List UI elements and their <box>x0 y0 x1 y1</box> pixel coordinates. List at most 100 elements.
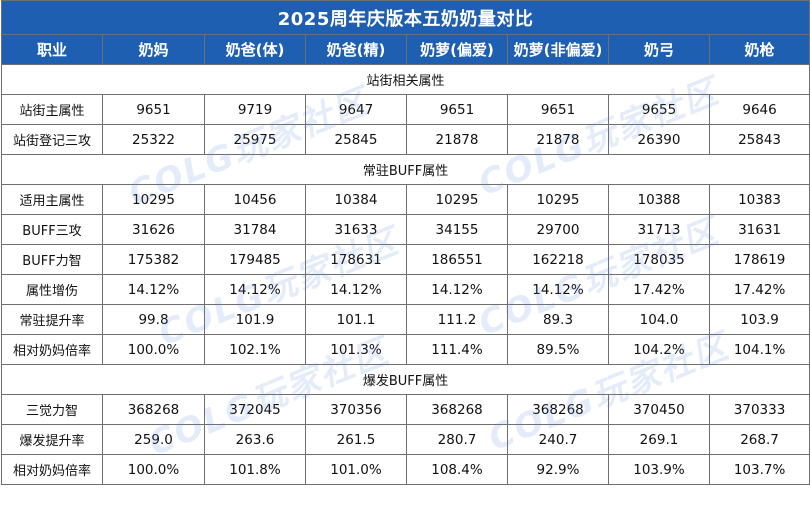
table-row: BUFF力智 175382 179485 178631 186551 162218 1780… <box>1 244 810 275</box>
table-cell: 10295 <box>102 184 205 215</box>
column-header: 奶爸(精) <box>305 34 407 65</box>
table-row: 相对奶妈倍率 100.0% 101.8% 101.0% 108.4% 92.9% 103.9… <box>1 454 810 485</box>
table-cell: 10383 <box>708 184 810 215</box>
row-label: 适用主属性 <box>1 184 103 215</box>
table-cell: 178035 <box>608 244 710 275</box>
row-label: 站街主属性 <box>1 94 103 125</box>
table-cell: 179485 <box>204 244 306 275</box>
table-cell: 104.1% <box>708 334 810 365</box>
table-cell: 14.12% <box>406 274 508 305</box>
table-cell: 25845 <box>305 124 407 155</box>
table-cell: 370333 <box>708 394 810 425</box>
table-cell: 31633 <box>305 214 407 245</box>
table-cell: 240.7 <box>507 424 609 455</box>
table-cell: 111.4% <box>406 334 508 365</box>
table-cell: 25322 <box>102 124 205 155</box>
table-cell: 9651 <box>507 94 609 125</box>
table-cell: 25975 <box>204 124 306 155</box>
table-cell: 101.9 <box>204 304 306 335</box>
table-cell: 31784 <box>204 214 306 245</box>
table-cell: 368268 <box>507 394 609 425</box>
section-row: 常驻BUFF属性 <box>0 154 810 185</box>
table-cell: 103.9 <box>708 304 810 335</box>
table-cell: 263.6 <box>204 424 306 455</box>
table-cell: 9651 <box>102 94 205 125</box>
table-cell: 162218 <box>507 244 609 275</box>
table-cell: 14.12% <box>305 274 407 305</box>
table-cell: 17.42% <box>708 274 810 305</box>
column-header: 奶爸(体) <box>204 34 306 65</box>
table-cell: 21878 <box>507 124 609 155</box>
table-cell: 21878 <box>406 124 508 155</box>
table-row: 相对奶妈倍率 100.0% 102.1% 101.3% 111.4% 89.5% 104.2… <box>1 334 810 365</box>
table-cell: 101.3% <box>305 334 407 365</box>
table-cell: 111.2 <box>406 304 508 335</box>
row-label: 相对奶妈倍率 <box>1 454 103 485</box>
table-cell: 92.9% <box>507 454 609 485</box>
table-cell: 99.8 <box>102 304 205 335</box>
table-title: 2025周年庆版本五奶奶量对比 <box>0 0 810 35</box>
table-cell: 10384 <box>305 184 407 215</box>
row-label: 站街登记三攻 <box>1 124 103 155</box>
table-cell: 9646 <box>708 94 810 125</box>
table-cell: 175382 <box>102 244 205 275</box>
table-row: 三觉力智 368268 372045 370356 368268 368268 370450… <box>1 394 810 425</box>
table-cell: 9719 <box>204 94 306 125</box>
table-cell: 10456 <box>204 184 306 215</box>
table-cell: 372045 <box>204 394 306 425</box>
table-cell: 26390 <box>608 124 710 155</box>
column-header: 奶萝(非偏爱) <box>507 34 609 65</box>
title-row: 2025周年庆版本五奶奶量对比 <box>0 0 810 35</box>
table-body: 站街相关属性 站街主属性 9651 9719 9647 9651 9651 9655 9646 站… <box>0 64 810 485</box>
table-cell: 14.12% <box>204 274 306 305</box>
table-cell: 31626 <box>102 214 205 245</box>
table-cell: 261.5 <box>305 424 407 455</box>
table-cell: 178631 <box>305 244 407 275</box>
table-row: 属性增伤 14.12% 14.12% 14.12% 14.12% 14.12% 17.42%… <box>1 274 810 305</box>
table-cell: 17.42% <box>608 274 710 305</box>
table-cell: 368268 <box>102 394 205 425</box>
table-row: 站街登记三攻 25322 25975 25845 21878 21878 26390 2584… <box>1 124 810 155</box>
column-header: 奶弓 <box>608 34 710 65</box>
table-cell: 104.2% <box>608 334 710 365</box>
table-cell: 100.0% <box>102 334 205 365</box>
table-cell: 102.1% <box>204 334 306 365</box>
table-cell: 370450 <box>608 394 710 425</box>
table-cell: 101.0% <box>305 454 407 485</box>
column-header: 职业 <box>1 34 103 65</box>
table-cell: 103.9% <box>608 454 710 485</box>
table-cell: 178619 <box>708 244 810 275</box>
table-row: 爆发提升率 259.0 263.6 261.5 280.7 240.7 269.1 268.7 <box>1 424 810 455</box>
row-label: 常驻提升率 <box>1 304 103 335</box>
table-cell: 103.7% <box>708 454 810 485</box>
row-label: BUFF力智 <box>1 244 103 275</box>
table-cell: 186551 <box>406 244 508 275</box>
column-header: 奶枪 <box>708 34 810 65</box>
table-cell: 29700 <box>507 214 609 245</box>
table-cell: 25843 <box>708 124 810 155</box>
section-title: 常驻BUFF属性 <box>0 154 810 185</box>
row-label: 相对奶妈倍率 <box>1 334 103 365</box>
section-title: 站街相关属性 <box>0 64 810 95</box>
table-cell: 368268 <box>406 394 508 425</box>
table-cell: 100.0% <box>102 454 205 485</box>
table-cell: 9647 <box>305 94 407 125</box>
table-row: 站街主属性 9651 9719 9647 9651 9651 9655 9646 <box>1 94 810 125</box>
table-row: 常驻提升率 99.8 101.9 101.1 111.2 89.3 104.0 103.9 <box>1 304 810 335</box>
table-cell: 34155 <box>406 214 508 245</box>
section-row: 站街相关属性 <box>0 64 810 95</box>
table-cell: 10295 <box>406 184 508 215</box>
section-title: 爆发BUFF属性 <box>0 364 810 395</box>
row-label: BUFF三攻 <box>1 214 103 245</box>
table-cell: 104.0 <box>608 304 710 335</box>
table-cell: 9651 <box>406 94 508 125</box>
table-cell: 268.7 <box>708 424 810 455</box>
table-cell: 101.8% <box>204 454 306 485</box>
table-cell: 31631 <box>708 214 810 245</box>
table-cell: 89.5% <box>507 334 609 365</box>
table-cell: 89.3 <box>507 304 609 335</box>
row-label: 三觉力智 <box>1 394 103 425</box>
table-cell: 259.0 <box>102 424 205 455</box>
table-cell: 101.1 <box>305 304 407 335</box>
